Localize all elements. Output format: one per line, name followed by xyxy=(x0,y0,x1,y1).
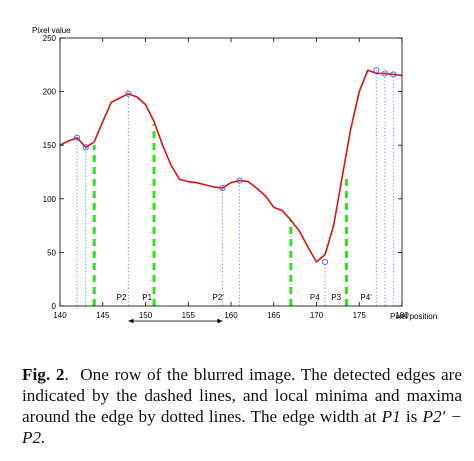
edge-profile-chart: 140 145 150 155 160 165 170 175 180 0 50 100 150 200 2… xyxy=(32,26,437,324)
x-tick-label-5: 165 xyxy=(267,311,281,320)
dashed-edges-group xyxy=(92,123,348,306)
y-tick-label-1: 50 xyxy=(47,248,56,257)
caption-is: is xyxy=(405,407,418,426)
point-label-5: P4' xyxy=(360,293,372,302)
y-axis-label: Pixel value xyxy=(32,26,71,35)
figure-caption: Fig. 2. One row of the blurred image. Th… xyxy=(22,364,462,448)
extrema-marker-3 xyxy=(219,184,226,192)
extrema-marker-4 xyxy=(236,177,243,184)
point-label-4: P3 xyxy=(331,293,341,302)
x-tick-label-6: 170 xyxy=(310,311,324,320)
x-axis-label: Pixel position xyxy=(390,312,437,321)
extrema-marker-1 xyxy=(82,144,89,151)
point-label-1: P1 xyxy=(142,293,152,302)
x-tick-label-7: 175 xyxy=(353,311,367,320)
extrema-marker-6 xyxy=(373,67,380,74)
y-tick-label-0: 0 xyxy=(52,302,57,311)
x-tick-label-0: 140 xyxy=(53,311,67,320)
extrema-marker-8 xyxy=(390,71,397,78)
x-tick-label-1: 145 xyxy=(96,311,110,320)
caption-p1: P1 xyxy=(381,407,401,426)
series-line-0 xyxy=(59,69,403,263)
x-tick-label-3: 155 xyxy=(182,311,196,320)
y-tick-label-4: 200 xyxy=(43,88,57,97)
extrema-marker-0 xyxy=(74,134,81,141)
caption-label-separator: . xyxy=(64,365,69,384)
point-label-0: P2 xyxy=(117,293,127,302)
plot-frame xyxy=(59,37,403,307)
y-tick-label-2: 100 xyxy=(43,195,57,204)
x-tick-label-2: 150 xyxy=(139,311,153,320)
extrema-markers-group xyxy=(74,67,397,266)
edge-width-arrow-group xyxy=(128,318,223,324)
caption-formula: P2′ − P2. xyxy=(22,407,463,447)
x-tick-label-8: 180 xyxy=(395,311,409,320)
edge-width-arrow-head-right xyxy=(217,318,223,324)
caption-text: One row of the blurred image. The detect… xyxy=(22,365,463,426)
extrema-marker-2 xyxy=(125,90,132,97)
caption-label: Fig. 2 xyxy=(22,365,65,384)
series-line-group xyxy=(59,69,403,263)
point-label-2: P2' xyxy=(213,293,225,302)
point-labels-group: P2 P1 P2' P4 P3 P4' xyxy=(117,293,373,302)
y-tick-label-5: 250 xyxy=(43,34,57,43)
point-label-3: P4 xyxy=(310,293,320,302)
dotted-lines-group xyxy=(76,70,394,306)
y-tick-label-3: 150 xyxy=(43,141,57,150)
edge-width-arrow-head-left xyxy=(128,318,134,324)
x-tick-label-4: 160 xyxy=(224,311,238,320)
axes-group: 140 145 150 155 160 165 170 175 180 0 50 100 150 200 2… xyxy=(43,34,410,320)
extrema-marker-7 xyxy=(381,70,388,77)
extrema-marker-5 xyxy=(321,258,329,266)
